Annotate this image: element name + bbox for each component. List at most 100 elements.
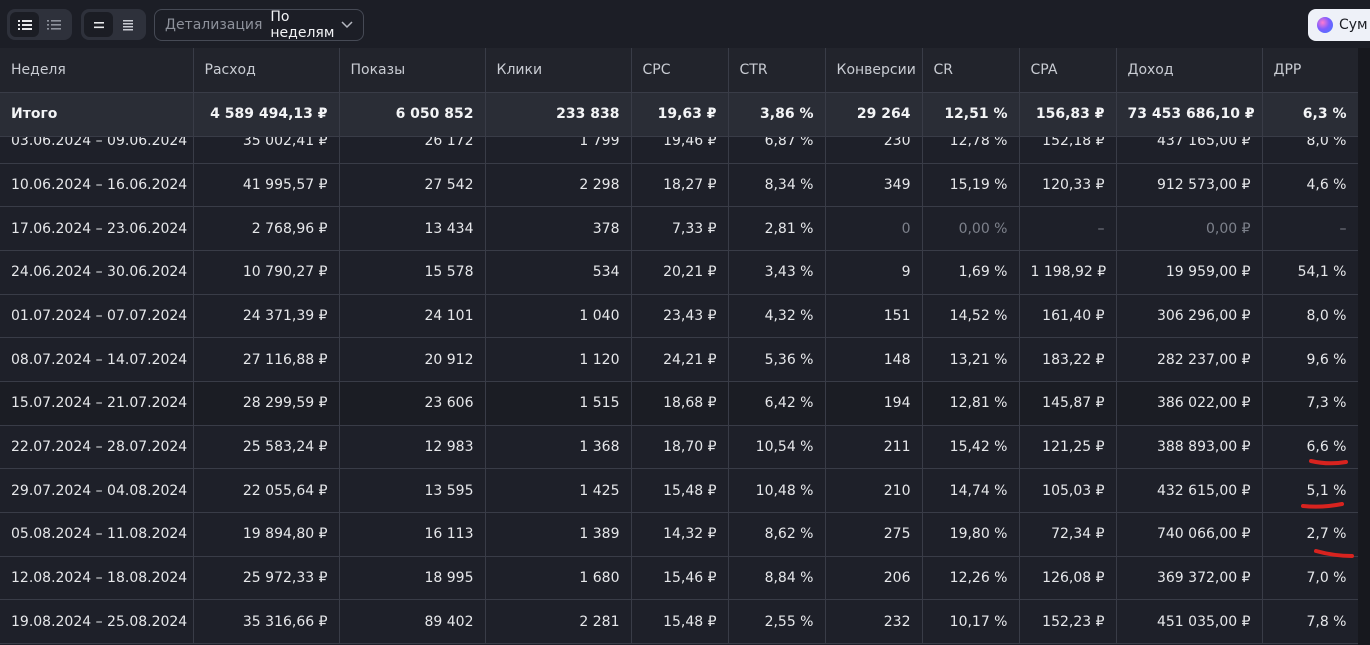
value-cell: 13,21 % (922, 337, 1020, 382)
value-cell: 6,3 % (1262, 92, 1359, 137)
week-cell: 24.06.2024 – 30.06.2024 (0, 250, 194, 295)
detail-label: Детализация (165, 17, 263, 33)
value-cell: 15,42 % (922, 425, 1020, 470)
week-cell: 01.07.2024 – 07.07.2024 (0, 294, 194, 339)
value-cell: 388 893,00 ₽ (1116, 425, 1263, 470)
value-cell: 19 959,00 ₽ (1116, 250, 1263, 295)
value-cell: 89 402 (339, 599, 486, 645)
table-header-row: Неделя Расход Показы Клики CPC CTR Конверсии CR… (0, 48, 1359, 93)
value-cell: 8,84 % (728, 556, 826, 601)
value-cell: 2 281 (485, 599, 632, 645)
table-row: 03.06.2024 – 09.06.2024 35 002,41 ₽26 172… (0, 136, 1359, 164)
week-cell: 15.07.2024 – 21.07.2024 (0, 381, 194, 426)
value-cell: 230 (825, 136, 923, 164)
value-cell: 41 995,57 ₽ (193, 163, 340, 208)
value-cell: 8,34 % (728, 163, 826, 208)
value-cell: 275 (825, 512, 923, 557)
value-cell: 8,62 % (728, 512, 826, 557)
value-cell: 437 165,00 ₽ (1116, 136, 1263, 164)
column-header[interactable]: CR (922, 48, 1020, 93)
value-cell: 19 894,80 ₽ (193, 512, 340, 557)
value-cell: 233 838 (485, 92, 632, 137)
column-header[interactable]: Доход (1116, 48, 1263, 93)
value-cell: 161,40 ₽ (1019, 294, 1117, 339)
value-cell: 0,00 % (922, 206, 1020, 251)
value-cell: 23 606 (339, 381, 486, 426)
value-cell: 7,8 % (1262, 599, 1359, 645)
value-cell: 35 316,66 ₽ (193, 599, 340, 645)
value-cell: 9,6 % (1262, 337, 1359, 382)
column-header[interactable]: CPC (631, 48, 729, 93)
value-cell: 206 (825, 556, 923, 601)
value-cell: 2 768,96 ₽ (193, 206, 340, 251)
table-row: 01.07.2024 – 07.07.2024 24 371,39 ₽24 101… (0, 294, 1359, 339)
list-icon[interactable] (10, 12, 39, 37)
value-cell: 8,0 % (1262, 136, 1359, 164)
value-cell: 151 (825, 294, 923, 339)
value-cell: 25 583,24 ₽ (193, 425, 340, 470)
column-header[interactable]: Конверсии (825, 48, 923, 93)
value-cell: 1 425 (485, 468, 632, 513)
table-row: 08.07.2024 – 14.07.2024 27 116,88 ₽20 912… (0, 337, 1359, 382)
ai-assistant-icon (1317, 17, 1333, 33)
value-cell: 7,33 ₽ (631, 206, 729, 251)
sum-button[interactable]: Сум (1308, 9, 1370, 41)
column-header[interactable]: Неделя (0, 48, 194, 93)
value-cell: 26 172 (339, 136, 486, 164)
column-header[interactable]: ДРР (1262, 48, 1359, 93)
column-header[interactable]: Клики (485, 48, 632, 93)
value-cell: 105,03 ₽ (1019, 468, 1117, 513)
value-cell: 15,19 % (922, 163, 1020, 208)
scrollbar[interactable] (1358, 48, 1370, 645)
density-high-icon[interactable] (113, 12, 142, 37)
value-cell: 12,78 % (922, 136, 1020, 164)
table-row: 29.07.2024 – 04.08.2024 22 055,64 ₽13 595… (0, 468, 1359, 513)
column-header[interactable]: Показы (339, 48, 486, 93)
list-compact-icon[interactable] (39, 12, 68, 37)
value-cell: 378 (485, 206, 632, 251)
table-row: 22.07.2024 – 28.07.2024 25 583,24 ₽12 983… (0, 425, 1359, 470)
value-cell: 19,80 % (922, 512, 1020, 557)
value-cell: 1 198,92 ₽ (1019, 250, 1117, 295)
value-cell: 1 040 (485, 294, 632, 339)
column-header[interactable]: CPA (1019, 48, 1117, 93)
value-cell: 369 372,00 ₽ (1116, 556, 1263, 601)
value-cell: 15 578 (339, 250, 486, 295)
detail-select[interactable]: Детализация По неделям (154, 9, 364, 41)
value-cell: 23,43 ₽ (631, 294, 729, 339)
value-cell: 1 680 (485, 556, 632, 601)
value-cell: 15,46 ₽ (631, 556, 729, 601)
value-cell: 5,1 % (1262, 468, 1359, 513)
value-cell: 19,63 ₽ (631, 92, 729, 137)
value-cell: 24 371,39 ₽ (193, 294, 340, 339)
value-cell: 6,42 % (728, 381, 826, 426)
value-cell: 6 050 852 (339, 92, 486, 137)
value-cell: 1 515 (485, 381, 632, 426)
density-low-icon[interactable] (84, 12, 113, 37)
value-cell: 386 022,00 ₽ (1116, 381, 1263, 426)
value-cell: 1 368 (485, 425, 632, 470)
value-cell: 8,0 % (1262, 294, 1359, 339)
value-cell: 194 (825, 381, 923, 426)
value-cell: 152,18 ₽ (1019, 136, 1117, 164)
value-cell: 148 (825, 337, 923, 382)
value-cell: 282 237,00 ₽ (1116, 337, 1263, 382)
value-cell: 0,00 ₽ (1116, 206, 1263, 251)
value-cell: 451 035,00 ₽ (1116, 599, 1263, 645)
column-header[interactable]: Расход (193, 48, 340, 93)
detail-value: По неделям (270, 9, 335, 41)
value-cell: 24,21 ₽ (631, 337, 729, 382)
week-cell: 22.07.2024 – 28.07.2024 (0, 425, 194, 470)
value-cell: 126,08 ₽ (1019, 556, 1117, 601)
column-header[interactable]: CTR (728, 48, 826, 93)
value-cell: 183,22 ₽ (1019, 337, 1117, 382)
value-cell: 534 (485, 250, 632, 295)
value-cell: 19,46 ₽ (631, 136, 729, 164)
table-row: 10.06.2024 – 16.06.2024 41 995,57 ₽27 542… (0, 163, 1359, 208)
value-cell: 5,36 % (728, 337, 826, 382)
value-cell: 7,3 % (1262, 381, 1359, 426)
value-cell: 12 983 (339, 425, 486, 470)
table-row: 05.08.2024 – 11.08.2024 19 894,80 ₽16 113… (0, 512, 1359, 557)
chevron-down-icon (341, 18, 353, 32)
value-cell: 210 (825, 468, 923, 513)
